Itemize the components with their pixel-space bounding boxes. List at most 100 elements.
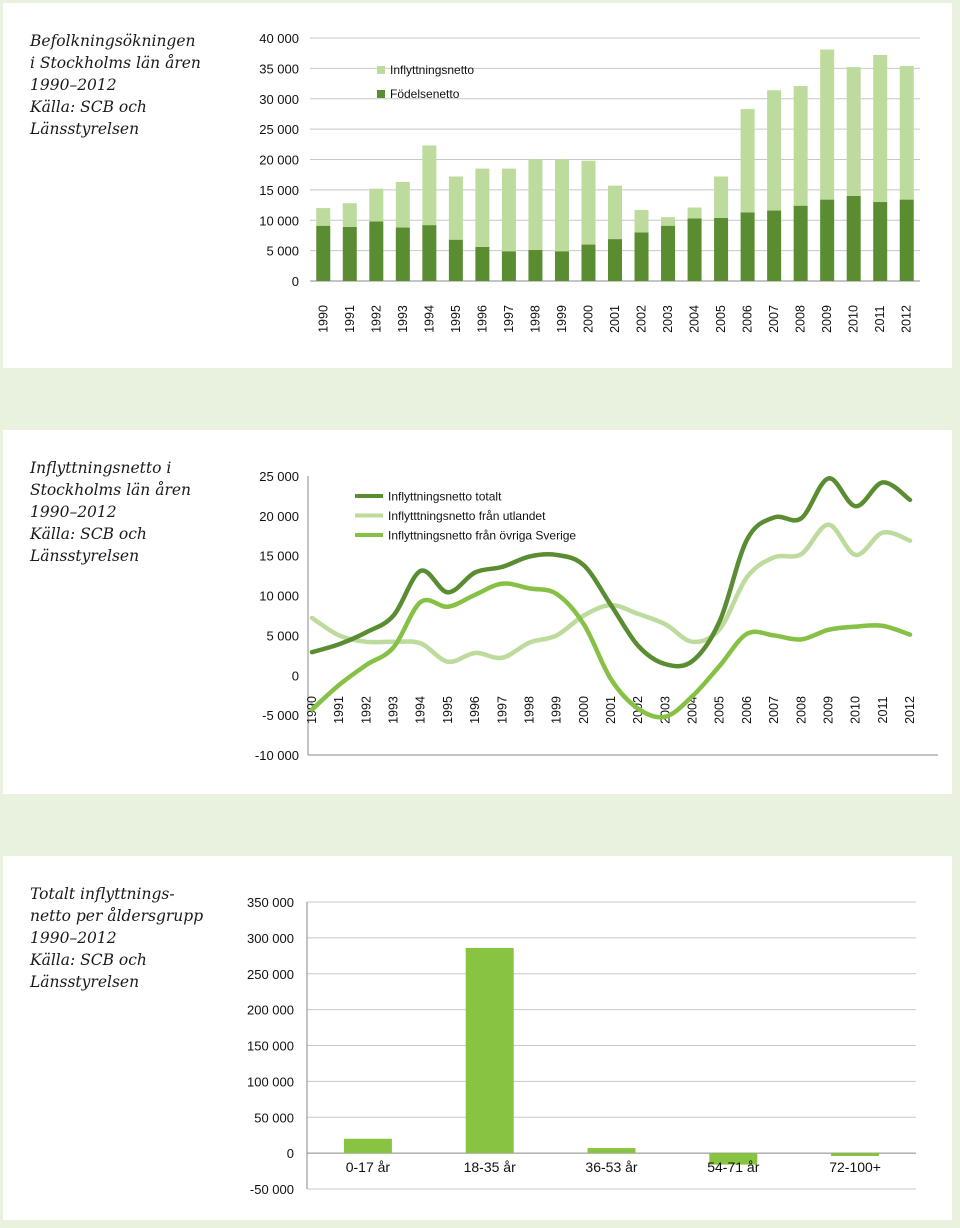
x-tick-label: 1992: [369, 305, 383, 333]
bar-inflyttningsnetto: [899, 65, 914, 200]
x-tick-label: 2012: [900, 305, 914, 333]
x-tick-label: 1993: [396, 305, 410, 333]
age-group-bar: [343, 1138, 392, 1154]
x-tick-label: 2005: [713, 696, 727, 724]
y-tick-label: 150 000: [247, 1039, 294, 1054]
y-tick-label: 15 000: [259, 183, 299, 198]
x-tick-label: 1991: [332, 696, 346, 724]
y-tick-label: 30 000: [259, 92, 299, 107]
bar-fodelsenetto: [820, 199, 835, 281]
bar-inflyttningsnetto: [316, 208, 331, 226]
caption-line: Inflyttningsnetto i: [30, 459, 172, 477]
x-category-label: 72-100+: [829, 1159, 881, 1175]
chart-caption-1: Befolkningsökningen i Stockholms län åre…: [30, 30, 201, 140]
x-tick-label: 1996: [468, 696, 482, 724]
age-group-bar: [709, 1153, 758, 1165]
legend-label: Inflytttningsnetto från utlandet: [388, 509, 546, 523]
caption-line: Totalt inflyttnings-: [30, 885, 175, 903]
x-tick-label: 1994: [422, 305, 436, 333]
x-tick-label: 2004: [686, 696, 700, 724]
series-line: [309, 476, 913, 669]
bar-inflyttningsnetto: [793, 85, 808, 206]
caption-line: Stockholms län åren: [30, 481, 192, 499]
x-tick-label: 2008: [794, 696, 808, 724]
y-tick-label: 300 000: [247, 931, 294, 946]
bar-inflyttningsnetto: [475, 168, 490, 247]
series-line: [309, 581, 913, 720]
y-tick-label: 15 000: [259, 549, 299, 564]
x-tick-label: 1990: [316, 305, 330, 333]
caption-line: 1990–2012: [30, 503, 117, 521]
y-tick-label: 25 000: [259, 122, 299, 137]
x-tick-label: 2010: [849, 696, 863, 724]
bar-fodelsenetto: [793, 205, 808, 281]
x-tick-label: 2002: [635, 305, 649, 333]
y-tick-label: 20 000: [259, 153, 299, 168]
age-group-bar: [587, 1148, 636, 1154]
chart-caption-3: Totalt inflyttnings- netto per åldersgru…: [30, 883, 203, 993]
bar-inflyttningsnetto: [687, 207, 702, 219]
y-tick-label: 0: [292, 274, 299, 289]
bar-inflyttningsnetto: [740, 109, 755, 213]
caption-line: 1990–2012: [30, 76, 117, 94]
bar-fodelsenetto: [767, 210, 782, 281]
bar-fodelsenetto: [528, 250, 543, 281]
bar-fodelsenetto: [316, 225, 331, 281]
series-line: [309, 522, 913, 665]
y-tick-label: 5 000: [266, 244, 299, 259]
bar-fodelsenetto: [448, 239, 463, 281]
x-tick-label: 2007: [767, 305, 781, 333]
x-tick-label: 2010: [847, 305, 861, 333]
x-tick-label: 1998: [528, 305, 542, 333]
caption-line: Källa: SCB och: [30, 98, 147, 116]
caption-line: i Stockholms län åren: [30, 54, 201, 72]
bar-inflyttningsnetto: [661, 217, 676, 226]
caption-line: Befolkningsökningen: [30, 32, 196, 50]
bar-inflyttningsnetto: [528, 159, 543, 251]
stacked-bar-chart: 0 5 000 10 000 15 000 20 000 25 000 30 000 35 0…: [259, 31, 920, 333]
legend-swatch: [377, 90, 385, 98]
bar-inflyttningsnetto: [873, 55, 888, 203]
bar-fodelsenetto: [554, 251, 569, 281]
bar-fodelsenetto: [342, 226, 357, 281]
x-category-label: 0-17 år: [346, 1159, 391, 1175]
bar-fodelsenetto: [661, 225, 676, 281]
caption-line: Länsstyrelsen: [30, 120, 140, 138]
x-tick-label: 2003: [658, 696, 672, 724]
bar-inflyttningsnetto: [554, 159, 569, 252]
x-tick-label: 2000: [577, 696, 591, 724]
x-tick-label: 1995: [441, 696, 455, 724]
y-tick-label: -5 000: [262, 708, 299, 723]
bar-fodelsenetto: [687, 218, 702, 281]
bar-inflyttningsnetto: [714, 176, 729, 218]
bar-fodelsenetto: [369, 221, 384, 281]
x-tick-label: 1997: [502, 305, 516, 333]
y-tick-label: -50 000: [250, 1182, 294, 1197]
bar-fodelsenetto: [581, 244, 596, 281]
bar-fodelsenetto: [422, 225, 437, 281]
x-tick-label: 1991: [343, 305, 357, 333]
x-tick-label: 1998: [522, 696, 536, 724]
x-tick-label: 2011: [873, 306, 887, 333]
x-tick-label: 2011: [876, 697, 890, 724]
x-tick-label: 2000: [581, 305, 595, 333]
legend-label: Inflyttningsnetto totalt: [388, 490, 502, 504]
bar-fodelsenetto: [714, 217, 729, 281]
x-category-label: 18-35 år: [464, 1159, 516, 1175]
chart-panel-3: Totalt inflyttnings- netto per åldersgru…: [3, 856, 952, 1220]
x-tick-label: 1994: [414, 696, 428, 724]
caption-line: 1990–2012: [30, 929, 117, 947]
bar-inflyttningsnetto: [846, 67, 861, 196]
x-tick-label: 1999: [550, 696, 564, 724]
legend-label: Inflyttningsnetto: [390, 63, 474, 77]
line-chart: -10 000 -5 000 0 5 000 10 000 15 000 20 000 25 …: [255, 469, 938, 763]
bar-inflyttningsnetto: [608, 185, 622, 240]
y-tick-label: 10 000: [259, 589, 299, 604]
age-group-bar-chart: -50 000 0 50 000 100 000 150 000 200 000 250 0…: [247, 895, 916, 1197]
y-tick-label: 25 000: [259, 469, 299, 484]
x-tick-label: 1996: [475, 305, 489, 333]
x-tick-label: 2009: [820, 305, 834, 333]
bar-inflyttningsnetto: [767, 90, 782, 211]
bar-fodelsenetto: [846, 195, 861, 281]
bar-fodelsenetto: [740, 212, 755, 281]
